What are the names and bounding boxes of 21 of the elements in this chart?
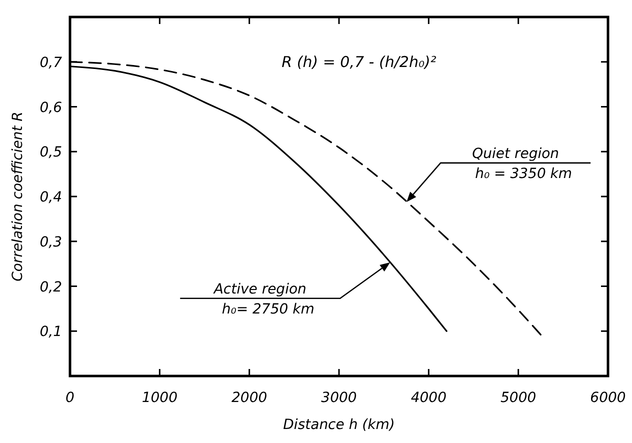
- x-tick-label: 2000: [232, 390, 268, 406]
- y-axis-title: Correlation coefficient R: [10, 112, 26, 282]
- x-tick-label: 4000: [410, 390, 447, 406]
- y-tick-label: 0,7: [40, 54, 62, 71]
- annotation: Quiet region: [472, 146, 560, 162]
- y-tick-label: 0,4: [40, 190, 62, 206]
- x-tick-label: 1000: [142, 390, 178, 406]
- y-tick-label: 0,6: [40, 100, 62, 116]
- x-tick-label: 0: [66, 390, 75, 406]
- annotation: Active region: [212, 281, 306, 298]
- y-tick-label: 0,1: [40, 324, 62, 340]
- y-tick-label: 0,3: [40, 234, 62, 250]
- annotation: R (h) = 0,7 - (h/2h₀)²: [282, 53, 436, 71]
- x-axis-title: Distance h (km): [283, 417, 395, 433]
- x-tick-label: 6000: [590, 390, 626, 406]
- annotation: h₀ = 3350 km: [475, 166, 572, 182]
- y-tick-label: 0,5: [40, 144, 62, 161]
- annotation: h₀= 2750 km: [222, 301, 314, 318]
- y-tick-label: 0,2: [40, 279, 62, 296]
- x-tick-label: 3000: [321, 390, 357, 406]
- x-tick-label: 5000: [500, 390, 536, 406]
